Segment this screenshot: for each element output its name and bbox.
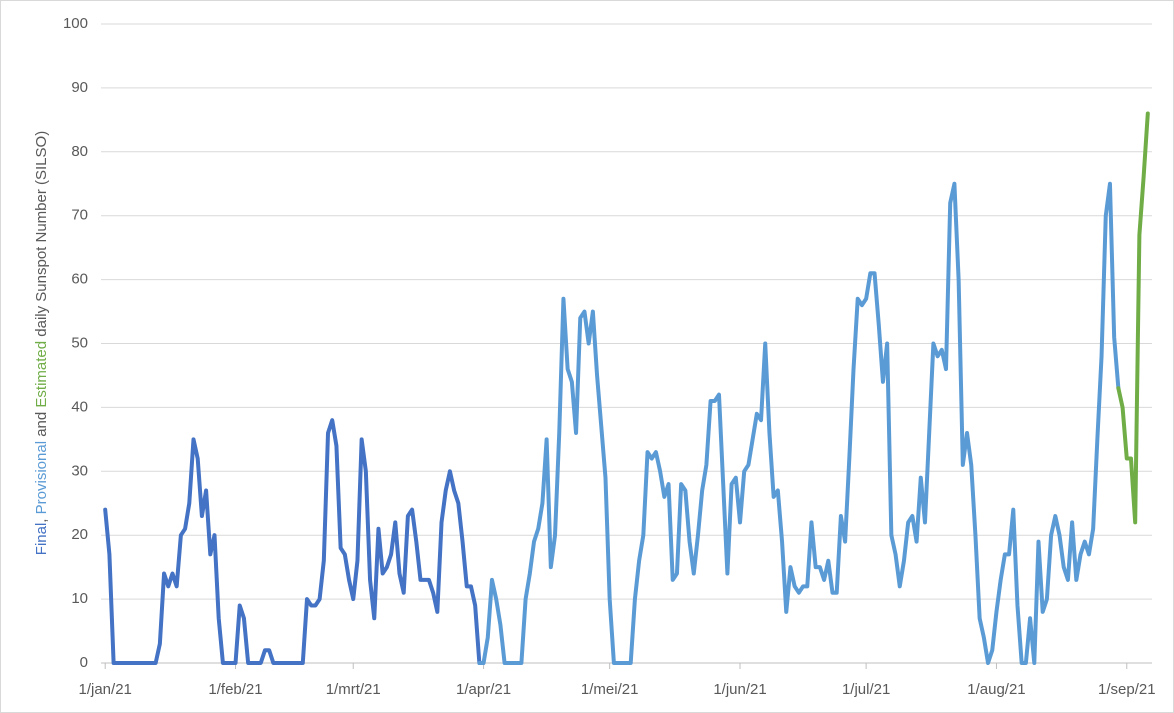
y-tick-label: 60	[71, 271, 88, 288]
y-tick-label: 0	[80, 654, 88, 671]
series-line	[477, 181, 1121, 665]
y-tick-label: 100	[63, 15, 88, 32]
x-tick-label: 1/jan/21	[79, 681, 132, 698]
series-line	[1116, 111, 1150, 525]
y-tick-label: 90	[71, 79, 88, 96]
y-label-series-name: Provisional	[33, 441, 50, 514]
y-tick-label: 30	[71, 462, 88, 479]
x-tick-label: 1/mrt/21	[326, 681, 381, 698]
y-tick-label: 50	[71, 334, 88, 351]
x-tick-label: 1/apr/21	[456, 681, 511, 698]
y-tick-label: 70	[71, 207, 88, 224]
x-tick-label: 1/sep/21	[1098, 681, 1156, 698]
x-tick-label: 1/mei/21	[581, 681, 639, 698]
y-label-text: and	[33, 408, 50, 441]
x-tick-label: 1/jul/21	[842, 681, 890, 698]
y-label-text: daily Sunspot Number (SILSO)	[33, 131, 50, 341]
y-label-text: ,	[33, 514, 50, 522]
y-tick-label: 20	[71, 526, 88, 543]
x-tick-label: 1/jun/21	[713, 681, 766, 698]
y-axis-label: Final, Provisional and Estimated daily S…	[33, 131, 50, 555]
x-tick-label: 1/aug/21	[967, 681, 1025, 698]
y-tick-label: 10	[71, 590, 88, 607]
x-tick-label: 1/feb/21	[208, 681, 262, 698]
y-label-series-name: Estimated	[33, 341, 50, 408]
y-label-series-name: Final	[33, 523, 50, 556]
y-tick-label: 40	[71, 398, 88, 415]
series-line	[103, 418, 482, 665]
y-tick-label: 80	[71, 143, 88, 160]
